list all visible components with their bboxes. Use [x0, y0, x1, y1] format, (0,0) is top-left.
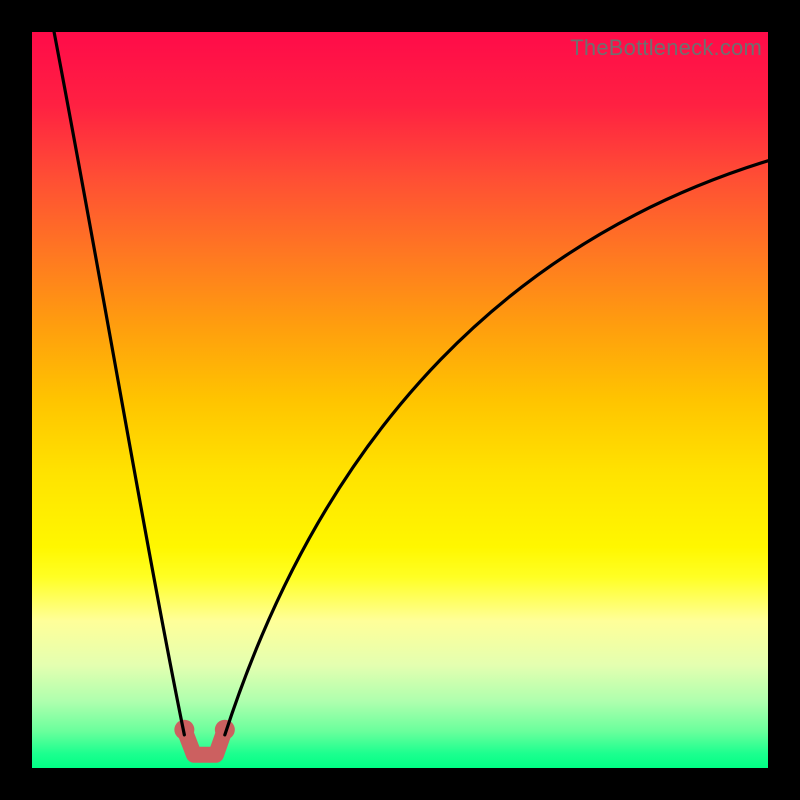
plot-area: TheBottleneck.com [32, 32, 768, 768]
outer-frame: TheBottleneck.com [0, 0, 800, 800]
bottleneck-curve-right [225, 161, 768, 735]
bottleneck-curve-left [54, 32, 184, 735]
watermark-text: TheBottleneck.com [570, 35, 762, 61]
curve-layer [32, 32, 768, 768]
